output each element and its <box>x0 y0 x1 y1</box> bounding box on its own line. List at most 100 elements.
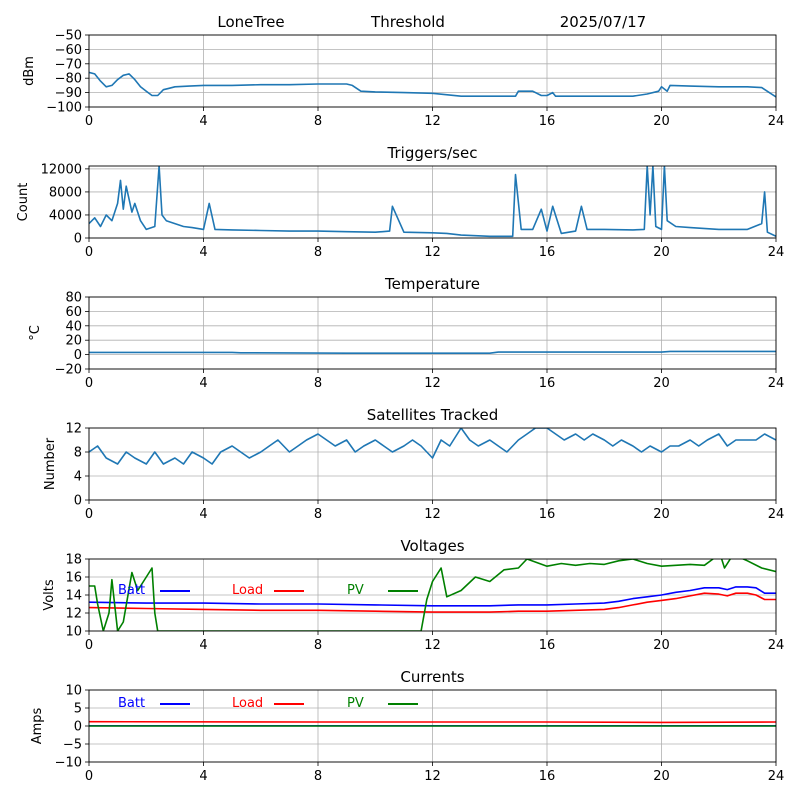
x-tick-label: 16 <box>539 376 556 391</box>
x-tick-label: 12 <box>424 245 441 260</box>
y-tick-label: −100 <box>46 101 82 116</box>
x-tick-label: 12 <box>424 114 441 129</box>
y-tick-label: 0 <box>74 494 82 509</box>
panel-voltages: 0 4 8 12 16 20 24 10 12 14 16 18 Voltages Volts Batt Lo… <box>42 537 784 653</box>
x-tick-label: 8 <box>314 638 322 653</box>
x-tick-label: 24 <box>768 507 785 522</box>
x-tick-label: 16 <box>539 114 556 129</box>
series-line-series-0 <box>89 166 776 238</box>
x-tick-label: 16 <box>539 245 556 260</box>
y-tick-label: 16 <box>65 571 82 586</box>
x-tick-label: 20 <box>653 114 670 129</box>
x-tick-label: 12 <box>424 638 441 653</box>
y-tick-label: 20 <box>65 334 82 349</box>
y-tick-label: 12 <box>65 422 82 437</box>
series-line-series-0 <box>89 350 776 355</box>
y-tick-label: 4 <box>74 470 82 485</box>
x-tick-label: 4 <box>199 376 207 391</box>
x-tick-label: 24 <box>768 245 785 260</box>
legend-label-load: Load <box>232 696 263 711</box>
y-tick-label: −5 <box>63 738 82 753</box>
y-tick-label: 60 <box>65 305 82 320</box>
x-tick-label: 16 <box>539 769 556 784</box>
x-tick-label: 0 <box>85 769 93 784</box>
panel-grid <box>88 296 777 370</box>
legend-label-batt: Batt <box>118 583 145 598</box>
x-tick-label: 20 <box>653 376 670 391</box>
panel-signal-strength: 0 4 8 12 16 20 24 −50−60−70−80−90−100 dBm <box>22 29 784 130</box>
series-line-series-0 <box>89 71 776 98</box>
x-tick-label: 0 <box>85 638 93 653</box>
panel-title: Satellites Tracked <box>367 406 498 424</box>
y-tick-label: −90 <box>55 86 82 101</box>
x-tick-label: 16 <box>539 638 556 653</box>
x-tick-label: 8 <box>314 507 322 522</box>
x-tick-label: 20 <box>653 638 670 653</box>
y-tick-label: 18 <box>65 553 82 568</box>
y-tick-label: 80 <box>65 291 82 306</box>
x-tick-label: 0 <box>85 376 93 391</box>
x-tick-label: 24 <box>768 376 785 391</box>
y-tick-label: −10 <box>55 756 82 771</box>
y-axis-label: Count <box>16 183 31 222</box>
legend-label-load: Load <box>232 583 263 598</box>
y-tick-label: 0 <box>74 348 82 363</box>
y-axis-label: dBm <box>22 56 37 86</box>
series-line-load <box>89 592 776 613</box>
y-axis-label: Number <box>43 437 58 490</box>
x-tick-label: 8 <box>314 245 322 260</box>
legend-label-pv: PV <box>347 583 364 598</box>
x-tick-label: 20 <box>653 769 670 784</box>
x-tick-label: 4 <box>199 245 207 260</box>
x-tick-label: 4 <box>199 769 207 784</box>
y-tick-label: −20 <box>55 363 82 378</box>
x-tick-label: 12 <box>424 769 441 784</box>
panel-satellites: 0 4 8 12 16 20 24 0 4 8 12 Satellites Tracked Number <box>43 406 784 522</box>
x-tick-label: 24 <box>768 769 785 784</box>
y-tick-label: 5 <box>74 702 82 717</box>
x-tick-label: 0 <box>85 507 93 522</box>
x-tick-label: 12 <box>424 376 441 391</box>
y-axis-label: Volts <box>42 579 57 611</box>
y-tick-label: −80 <box>55 72 82 87</box>
panel-triggers: 0 4 8 12 16 20 24 0 4000 8000 12000 Triggers/sec Cou… <box>16 144 784 260</box>
x-tick-label: 4 <box>199 638 207 653</box>
y-tick-label: 14 <box>65 589 82 604</box>
series-line-load <box>89 720 776 724</box>
header-mode: Threshold <box>370 13 445 31</box>
header-date: 2025/07/17 <box>560 13 646 31</box>
series-line-series-0 <box>89 428 776 465</box>
y-tick-label: 4000 <box>49 208 82 223</box>
panel-title: Triggers/sec <box>387 144 478 162</box>
y-tick-label: −60 <box>55 43 82 58</box>
y-tick-label: 8 <box>74 446 82 461</box>
y-tick-label: 40 <box>65 319 82 334</box>
x-tick-label: 0 <box>85 245 93 260</box>
x-tick-label: 24 <box>768 114 785 129</box>
y-axis-label: Amps <box>30 707 45 744</box>
y-tick-label: 12000 <box>41 162 82 177</box>
x-tick-label: 20 <box>653 507 670 522</box>
panel-grid <box>88 34 777 108</box>
panel-grid <box>88 427 777 501</box>
panel-title: Currents <box>400 668 464 686</box>
y-tick-label: 10 <box>65 625 82 640</box>
header-station: LoneTree <box>217 13 284 31</box>
y-tick-label: 12 <box>65 607 82 622</box>
x-tick-label: 20 <box>653 245 670 260</box>
y-tick-label: 8000 <box>49 185 82 200</box>
legend-label-pv: PV <box>347 696 364 711</box>
y-tick-label: −70 <box>55 57 82 72</box>
panel-title: Temperature <box>384 275 480 293</box>
x-tick-label: 12 <box>424 507 441 522</box>
series-line-batt <box>89 586 776 607</box>
legend-label-batt: Batt <box>118 696 145 711</box>
panel-title: Voltages <box>400 537 464 555</box>
x-tick-label: 0 <box>85 114 93 129</box>
x-tick-label: 24 <box>768 638 785 653</box>
x-tick-label: 16 <box>539 507 556 522</box>
y-tick-label: 10 <box>65 684 82 699</box>
